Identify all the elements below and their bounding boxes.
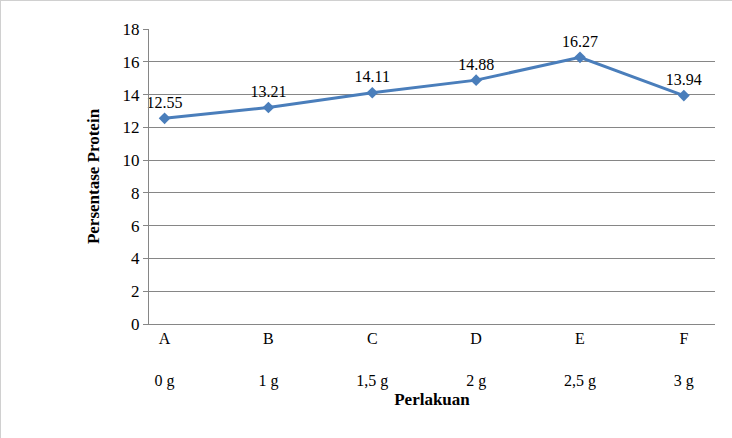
svg-text:0: 0	[131, 315, 140, 334]
svg-text:10: 10	[123, 151, 140, 170]
svg-text:13.21: 13.21	[250, 83, 286, 100]
svg-text:14.11: 14.11	[355, 68, 390, 85]
svg-text:F3 g: F3 g	[674, 330, 694, 390]
svg-text:B1 g: B1 g	[258, 330, 278, 390]
svg-text:A0 g: A0 g	[155, 330, 175, 390]
svg-text:Perlakuan: Perlakuan	[394, 390, 470, 409]
svg-text:Persentase Protein: Persentase Protein	[84, 108, 103, 244]
svg-text:D2 g: D2 g	[466, 330, 486, 390]
svg-text:16: 16	[123, 53, 140, 72]
svg-text:14.88: 14.88	[458, 56, 494, 73]
svg-text:12.55: 12.55	[147, 94, 183, 111]
svg-text:6: 6	[131, 217, 140, 236]
svg-text:13.94: 13.94	[666, 71, 702, 88]
svg-text:8: 8	[131, 184, 140, 203]
svg-text:18: 18	[123, 20, 140, 39]
svg-text:C1,5 g: C1,5 g	[356, 330, 388, 390]
svg-text:E2,5 g: E2,5 g	[564, 330, 596, 390]
svg-text:14: 14	[123, 86, 141, 105]
svg-text:16.27: 16.27	[562, 33, 598, 50]
svg-text:2: 2	[131, 282, 140, 301]
svg-text:4: 4	[131, 249, 140, 268]
svg-text:12: 12	[123, 118, 140, 137]
